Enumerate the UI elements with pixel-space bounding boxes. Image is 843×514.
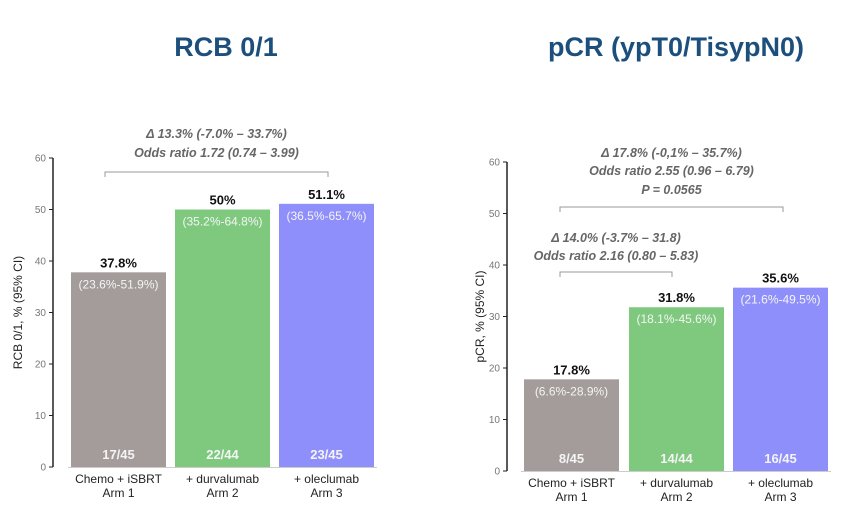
comparison-bracket <box>104 171 329 177</box>
y-tick-label: 60 <box>489 158 501 169</box>
comparison-annotation: Odds ratio 1.72 (0.74 – 3.99) <box>134 146 299 160</box>
x-category-label: + oleclumab <box>748 476 813 490</box>
y-tick-label: 10 <box>35 411 47 422</box>
comparison-annotation: Odds ratio 2.55 (0.96 – 6.79) <box>589 164 754 178</box>
bar-ci-label: (36.5%-65.7%) <box>286 209 366 223</box>
bar-ci-label: (35.2%-64.8%) <box>182 215 262 229</box>
bar-n-label: 23/45 <box>310 447 343 462</box>
y-tick-label: 40 <box>489 261 501 272</box>
bar-value-label: 17.8% <box>553 362 590 377</box>
bar-arm-1 <box>524 379 619 471</box>
bar-ci-label: (21.6%-49.5%) <box>740 293 820 307</box>
y-tick-label: 40 <box>35 257 47 268</box>
bar-value-label: 37.8% <box>100 255 137 270</box>
comparison-bracket <box>559 271 673 277</box>
y-axis-label: RCB 0/1, % (95% CI) <box>11 256 25 369</box>
bar-arm-2 <box>629 307 724 471</box>
comparison-annotation: Δ 14.0% (-3.7% – 31.8) <box>550 231 681 245</box>
x-category-label: Chemo + iSBRT <box>75 472 162 486</box>
bar-n-label: 8/45 <box>559 451 584 466</box>
x-category-label: Arm 1 <box>555 490 587 504</box>
y-axis-label: pCR, % (95% CI) <box>473 270 487 362</box>
x-category-label: Arm 2 <box>660 490 692 504</box>
bar-arm-1 <box>71 272 166 467</box>
bar-value-label: 51.1% <box>308 187 345 202</box>
bar-arm-2 <box>175 209 270 467</box>
y-tick-label: 50 <box>489 209 501 220</box>
y-tick-label: 0 <box>40 463 46 474</box>
comparison-annotation: Δ 17.8% (-0,1% – 35.7%) <box>600 146 742 160</box>
comparison-annotation: P = 0.0565 <box>641 183 702 197</box>
chart-panel-1: RCB 0/1 0 10 20 30 40 50 60 RCB 0/1, % (95% CI) 3… <box>11 32 377 500</box>
bar-arm-3 <box>279 203 374 467</box>
bar-value-label: 31.8% <box>658 290 695 305</box>
x-category-label: Arm 3 <box>764 490 796 504</box>
x-category-label: + durvalumab <box>186 472 259 486</box>
chart-panel-2: pCR (ypT0/TisypN0) 0 10 20 30 40 50 60 pCR, % (9… <box>473 32 831 504</box>
y-tick-label: 20 <box>489 364 501 375</box>
y-tick-label: 20 <box>35 360 47 371</box>
x-category-label: Arm 2 <box>206 486 238 500</box>
bar-n-label: 17/45 <box>102 447 135 462</box>
bar-ci-label: (23.6%-51.9%) <box>78 277 158 291</box>
x-category-label: Chemo + iSBRT <box>528 476 615 490</box>
y-tick-label: 50 <box>35 205 47 216</box>
bar-ci-label: (6.6%-28.9%) <box>535 384 608 398</box>
bar-arm-3 <box>733 287 828 471</box>
chart-title: RCB 0/1 <box>174 32 278 62</box>
x-category-label: Arm 1 <box>102 486 134 500</box>
y-tick-label: 0 <box>494 467 500 478</box>
bar-ci-label: (18.1%-45.6%) <box>636 312 716 326</box>
x-category-label: Arm 3 <box>310 486 342 500</box>
y-tick-label: 30 <box>489 312 501 323</box>
bar-value-label: 50% <box>209 193 235 208</box>
comparison-annotation: Δ 13.3% (-7.0% – 33.7%) <box>145 127 287 141</box>
comparison-bracket <box>559 206 784 212</box>
bar-value-label: 35.6% <box>762 271 799 286</box>
bar-n-label: 16/45 <box>764 451 797 466</box>
comparison-annotation: Odds ratio 2.16 (0.80 – 5.83) <box>534 249 699 263</box>
bar-n-label: 22/44 <box>206 447 239 462</box>
chart-title: pCR (ypT0/TisypN0) <box>548 32 804 62</box>
x-category-label: + durvalumab <box>640 476 713 490</box>
y-tick-label: 30 <box>35 308 47 319</box>
bar-n-label: 14/44 <box>660 451 693 466</box>
y-tick-label: 10 <box>489 415 501 426</box>
x-category-label: + oleclumab <box>294 472 359 486</box>
y-tick-label: 60 <box>35 154 47 165</box>
